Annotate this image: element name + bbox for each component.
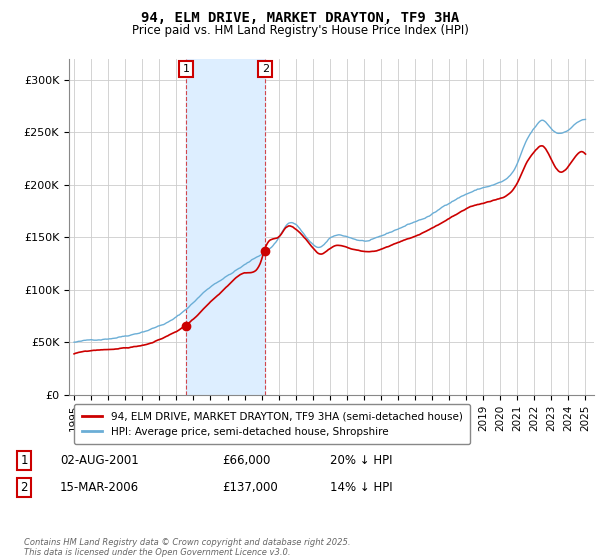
Text: £137,000: £137,000 [222, 480, 278, 494]
Text: 94, ELM DRIVE, MARKET DRAYTON, TF9 3HA: 94, ELM DRIVE, MARKET DRAYTON, TF9 3HA [141, 11, 459, 25]
Text: 14% ↓ HPI: 14% ↓ HPI [330, 480, 392, 494]
Text: 02-AUG-2001: 02-AUG-2001 [60, 454, 139, 467]
Text: Contains HM Land Registry data © Crown copyright and database right 2025.
This d: Contains HM Land Registry data © Crown c… [24, 538, 350, 557]
Legend: 94, ELM DRIVE, MARKET DRAYTON, TF9 3HA (semi-detached house), HPI: Average price: 94, ELM DRIVE, MARKET DRAYTON, TF9 3HA (… [74, 404, 470, 444]
Text: 15-MAR-2006: 15-MAR-2006 [60, 480, 139, 494]
Text: Price paid vs. HM Land Registry's House Price Index (HPI): Price paid vs. HM Land Registry's House … [131, 24, 469, 36]
Text: 2: 2 [262, 64, 269, 74]
Text: 2: 2 [20, 480, 28, 494]
Text: 1: 1 [183, 64, 190, 74]
Text: £66,000: £66,000 [222, 454, 271, 467]
Bar [186, 59, 265, 395]
Text: 1: 1 [20, 454, 28, 467]
Text: 20% ↓ HPI: 20% ↓ HPI [330, 454, 392, 467]
